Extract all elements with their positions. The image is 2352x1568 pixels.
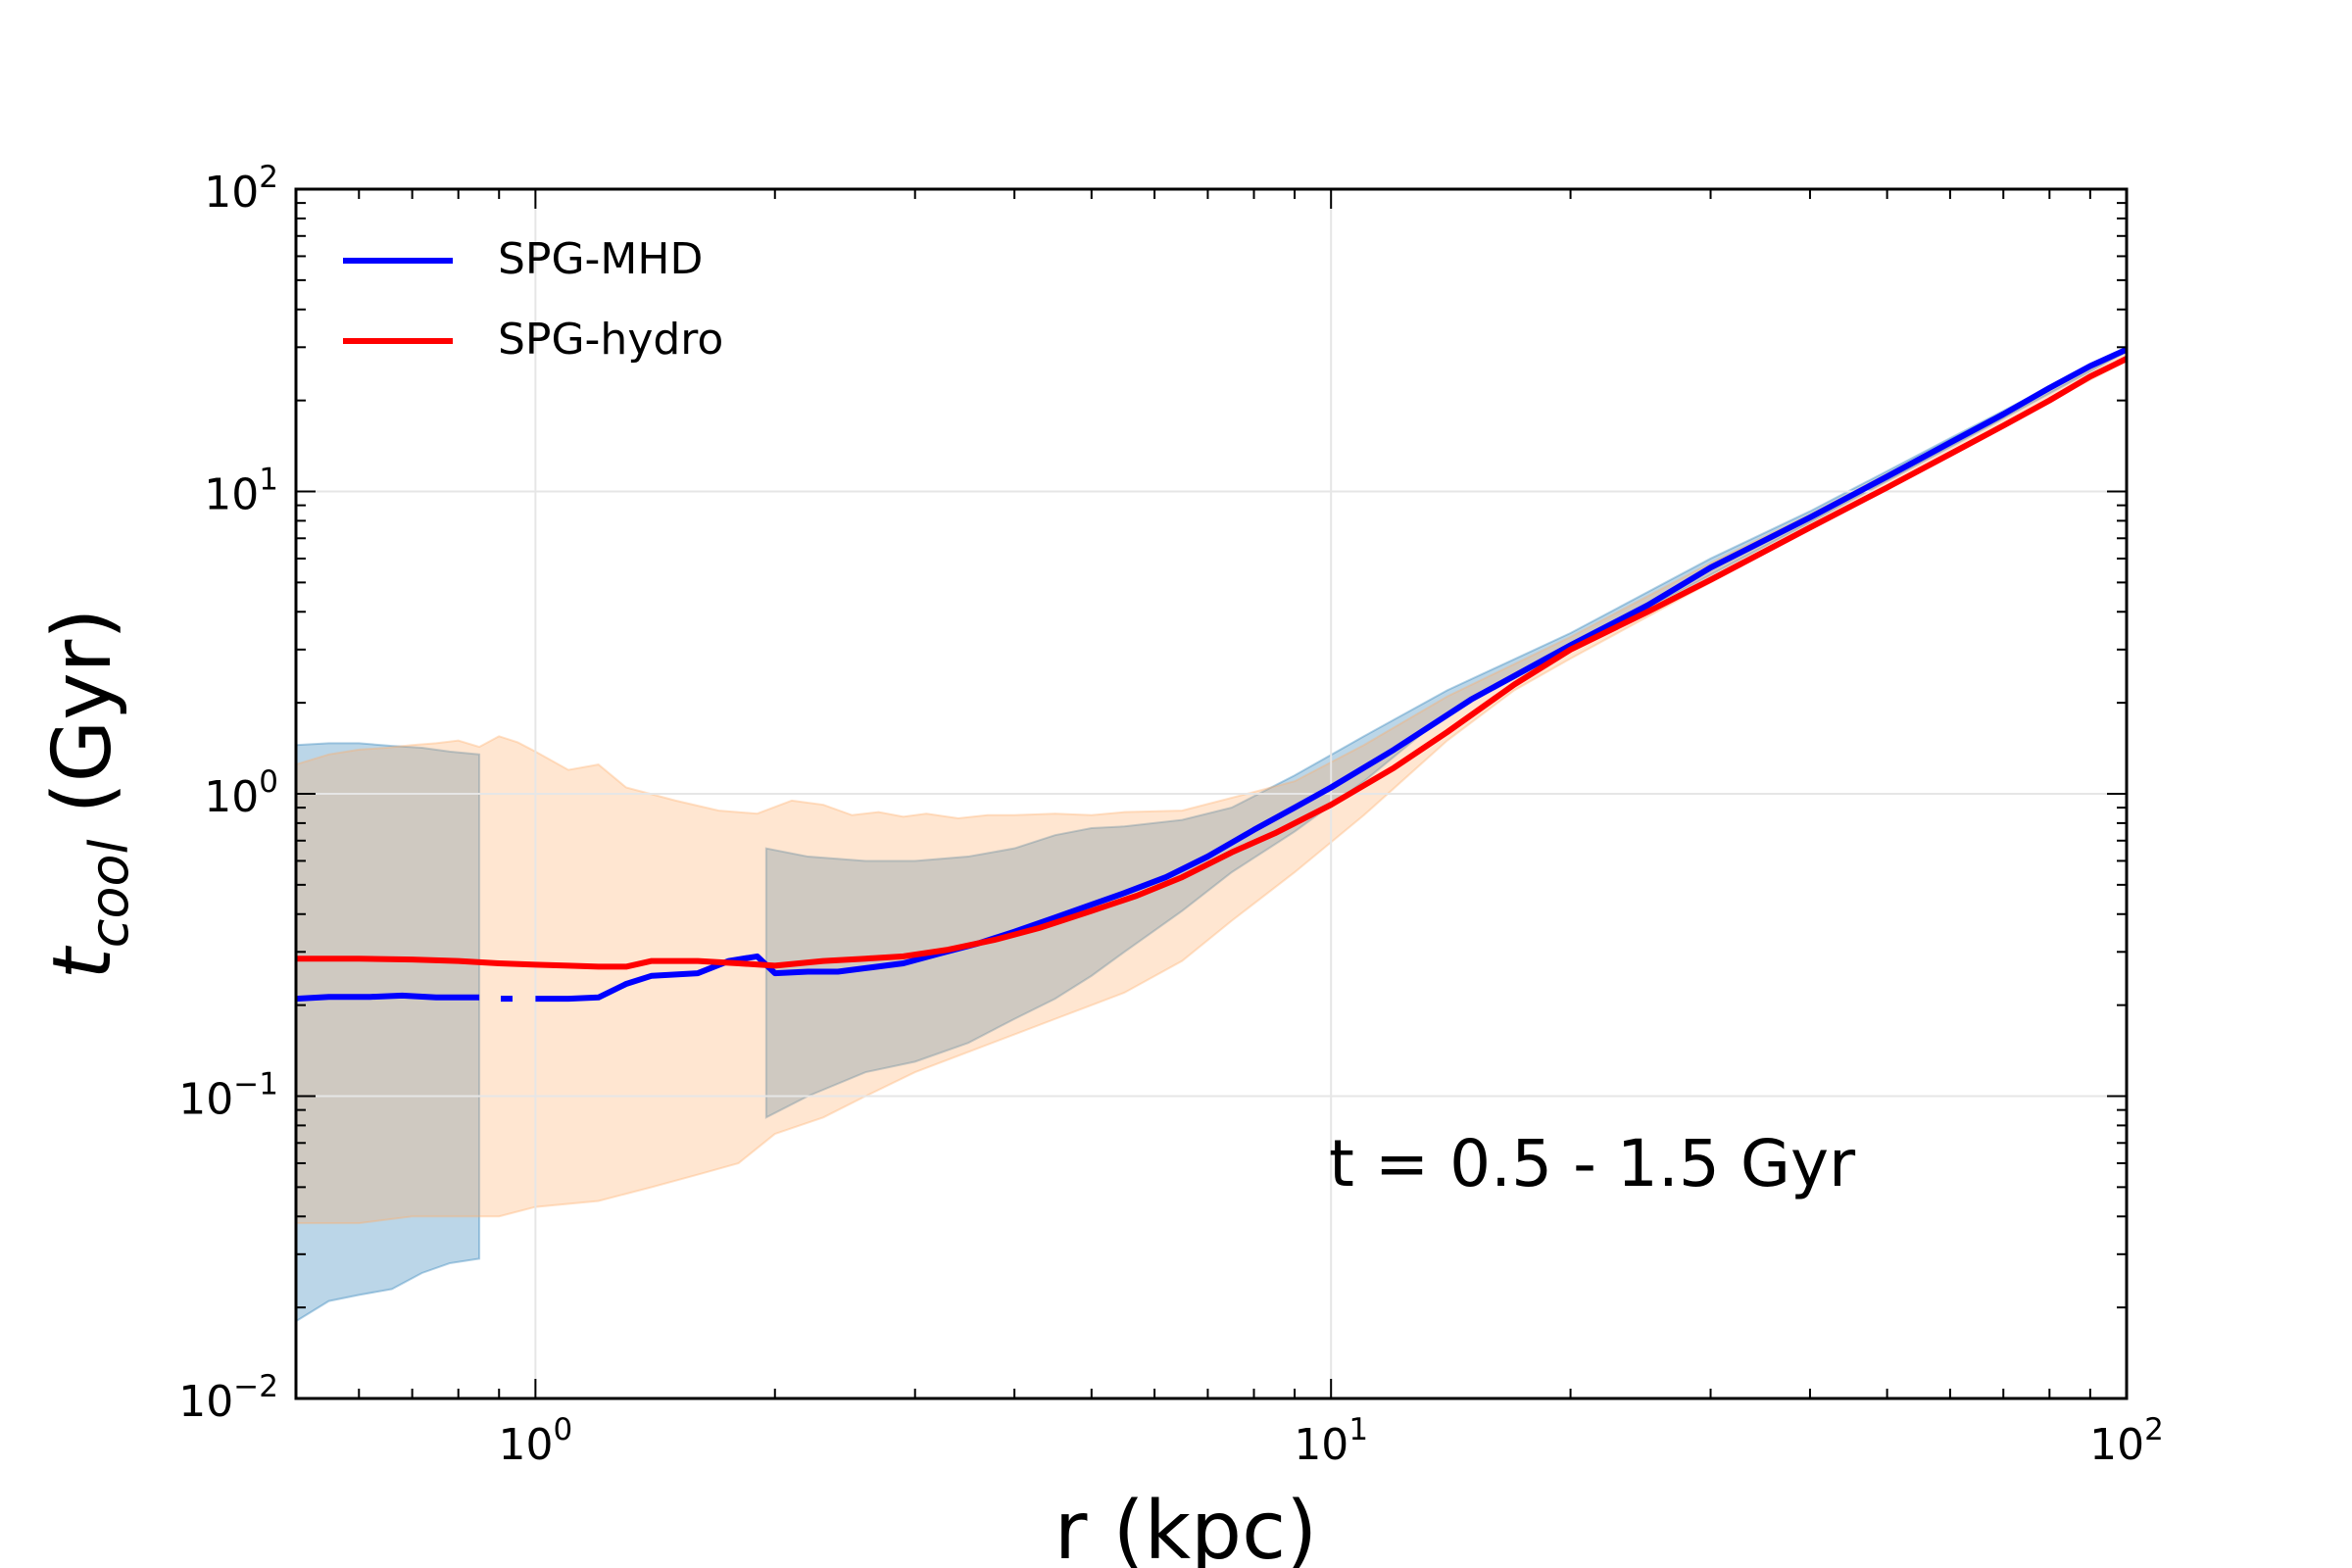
y-tick-label-exponent: 2 [259,160,278,195]
band-mhd [295,742,481,1324]
x-tick-label-exponent: 0 [554,1412,573,1447]
y-tick-label-base: 10 [204,772,259,822]
series-lines [295,346,2129,1003]
band-hydro [295,347,2128,1225]
axis-ticks [295,188,2128,1399]
grid-lines [296,189,2127,1398]
y-axis-label: tcool (Gyr) [36,609,140,980]
y-tick-label-base: 10 [204,168,259,218]
line-mhd [295,992,480,1003]
legend: SPG-MHD SPG-hydro [343,234,723,365]
annotation-time-range: t = 0.5 - 1.5 Gyr [1329,1126,1856,1201]
x-tick-label: 102 [2089,1412,2164,1470]
uncertainty-bands [295,345,2128,1324]
y-tick-label: 10−1 [178,1067,278,1125]
y-tick-label: 102 [204,160,278,218]
x-tick-label-base: 10 [1294,1420,1348,1470]
y-tick-label: 101 [204,463,278,520]
x-tick-label-base: 10 [499,1420,554,1470]
x-axis-label: r (kpc) [1054,1485,1317,1568]
x-tick-label-exponent: 1 [1348,1412,1368,1447]
legend-label-hydro: SPG-hydro [498,315,723,365]
x-tick-label-base: 10 [2089,1420,2144,1470]
y-axis-label-rest: (Gyr) [36,609,129,840]
y-tick-label-exponent: −2 [233,1369,278,1404]
line-hydro [296,356,2129,970]
y-tick-label: 100 [204,764,278,822]
y-axis-label-sub: cool [78,839,140,948]
legend-label-mhd: SPG-MHD [498,234,703,284]
y-tick-label-base: 10 [178,1075,233,1125]
y-tick-label-exponent: 0 [259,764,278,800]
y-tick-label-exponent: 1 [259,463,278,498]
y-tick-label-base: 10 [178,1377,233,1427]
y-tick-label: 10−2 [178,1369,278,1427]
y-tick-label-exponent: −1 [233,1067,278,1102]
x-tick-label-exponent: 2 [2144,1412,2164,1447]
x-tick-label: 100 [499,1412,573,1470]
y-axis-label-main: t [36,945,129,979]
x-tick-label: 101 [1294,1412,1368,1470]
y-tick-label-base: 10 [204,470,259,520]
